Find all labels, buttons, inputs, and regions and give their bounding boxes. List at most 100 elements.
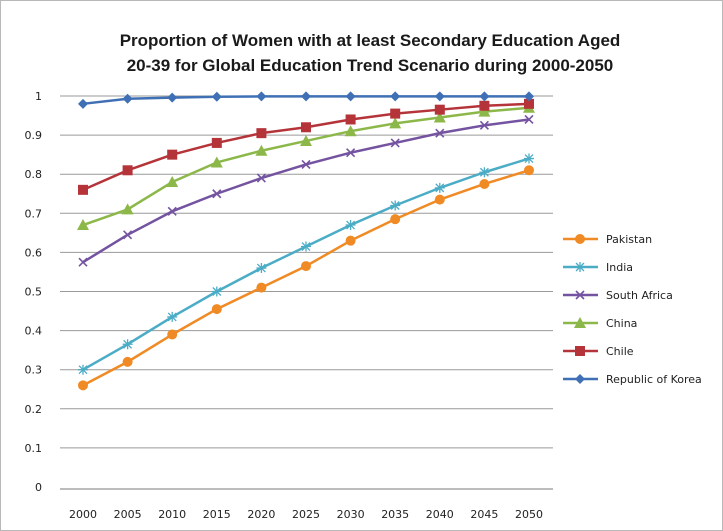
legend-label-india: India (606, 261, 633, 274)
legend-marker-south-africa (575, 290, 585, 300)
x-tick-label: 2005 (114, 508, 142, 521)
legend-item-india: India (563, 261, 633, 274)
legend-label-china: China (606, 317, 637, 330)
y-tick-label: 1 (35, 90, 42, 103)
legend-item-china: China (563, 317, 637, 330)
legend-label-republic-of-korea: Republic of Korea (606, 373, 702, 386)
data-point-republic-of-korea (122, 93, 133, 104)
legend-item-south-africa: South Africa (563, 289, 673, 302)
data-point-chile (524, 98, 534, 109)
x-tick-label: 2045 (470, 508, 498, 521)
x-tick-label: 2015 (203, 508, 231, 521)
data-point-chile (211, 137, 222, 148)
data-point-republic-of-korea (256, 91, 267, 102)
data-point-pakistan (479, 178, 490, 189)
y-axis-ticks: 0 0.1 0.2 0.3 0.4 0.5 0.6 0.7 0.8 0.9 1 (25, 90, 43, 494)
data-point-india (524, 153, 534, 164)
data-point-republic-of-korea (78, 98, 88, 109)
data-point-chile (390, 108, 401, 119)
data-point-chile (122, 165, 133, 176)
data-point-south-africa (212, 189, 222, 199)
data-point-south-africa (435, 128, 445, 138)
series-republic-of-korea (78, 91, 534, 109)
series-india (78, 153, 534, 375)
data-point-china (389, 117, 402, 129)
x-axis-ticks: 2000 2005 2010 2015 2020 2025 2030 2035 2040 2045… (69, 508, 543, 521)
data-point-republic-of-korea (211, 91, 222, 102)
legend-label-pakistan: Pakistan (606, 233, 652, 246)
data-point-south-africa (167, 206, 177, 216)
series-line-pakistan (82, 169, 530, 387)
data-point-chile (256, 128, 267, 139)
data-point-india (301, 241, 311, 252)
legend-label-chile: Chile (606, 345, 634, 358)
chart-title-line-1: Proportion of Women with at least Second… (119, 31, 621, 50)
data-point-china (300, 134, 312, 146)
legend: Pakistan India South Africa China Chile Repub… (563, 233, 702, 386)
data-point-india (345, 220, 356, 231)
data-point-pakistan (390, 214, 401, 225)
data-point-republic-of-korea (479, 91, 490, 102)
data-point-chile (345, 114, 356, 125)
x-tick-label: 2010 (158, 508, 186, 521)
data-point-chile (434, 104, 445, 115)
x-tick-label: 2030 (337, 508, 365, 521)
data-point-chile (167, 149, 178, 160)
data-point-india (390, 200, 401, 211)
data-point-chile (78, 184, 88, 195)
data-point-south-africa (78, 257, 88, 267)
legend-label-south-africa: South Africa (606, 289, 673, 302)
data-point-chile (479, 100, 490, 111)
legend-marker-chile (575, 346, 585, 356)
y-tick-label: 0.3 (25, 364, 43, 377)
data-point-south-africa (479, 120, 489, 130)
data-point-chile (301, 122, 311, 133)
series-line-chile (82, 102, 530, 191)
data-point-pakistan (524, 165, 534, 176)
y-tick-label: 0.1 (25, 442, 43, 455)
data-point-india (122, 339, 133, 350)
legend-item-chile: Chile (563, 345, 634, 358)
y-tick-label: 0.6 (25, 246, 43, 259)
data-point-republic-of-korea (167, 92, 178, 103)
data-point-india (211, 286, 222, 297)
legend-marker-india (575, 262, 585, 272)
plot-area (77, 91, 535, 391)
y-tick-label: 0.5 (25, 286, 43, 299)
legend-marker-pakistan (575, 234, 585, 244)
data-point-south-africa (524, 114, 534, 125)
series-chile (78, 98, 534, 195)
data-point-pakistan (345, 235, 356, 246)
data-point-india (256, 263, 267, 274)
legend-marker-republic-of-korea (575, 374, 585, 384)
data-point-republic-of-korea (524, 91, 534, 102)
x-tick-label: 2025 (292, 508, 320, 521)
series-pakistan (78, 165, 534, 391)
data-point-china (255, 144, 268, 156)
data-point-pakistan (301, 261, 311, 272)
y-tick-label: 0.9 (25, 129, 43, 142)
data-point-south-africa (346, 148, 356, 158)
data-point-china (166, 176, 179, 188)
data-point-china (121, 203, 134, 215)
x-tick-label: 2035 (381, 508, 409, 521)
y-tick-label: 0.8 (25, 168, 43, 181)
data-point-china (344, 125, 357, 137)
y-tick-label: 0.7 (25, 207, 43, 220)
data-point-india (78, 364, 88, 375)
legend-item-republic-of-korea: Republic of Korea (563, 373, 702, 386)
chart-title-line-2: 20-39 for Global Education Trend Scenari… (126, 56, 614, 75)
series-china (77, 101, 535, 231)
chart-title: Proportion of Women with at least Second… (20, 28, 720, 78)
data-point-pakistan (211, 304, 222, 315)
data-point-pakistan (167, 329, 178, 340)
x-tick-label: 2000 (69, 508, 97, 521)
x-tick-label: 2020 (247, 508, 275, 521)
data-point-south-africa (390, 138, 400, 148)
data-point-china (433, 111, 446, 123)
data-point-republic-of-korea (390, 91, 401, 102)
legend-item-pakistan: Pakistan (563, 233, 652, 246)
y-tick-label: 0.4 (25, 325, 43, 338)
